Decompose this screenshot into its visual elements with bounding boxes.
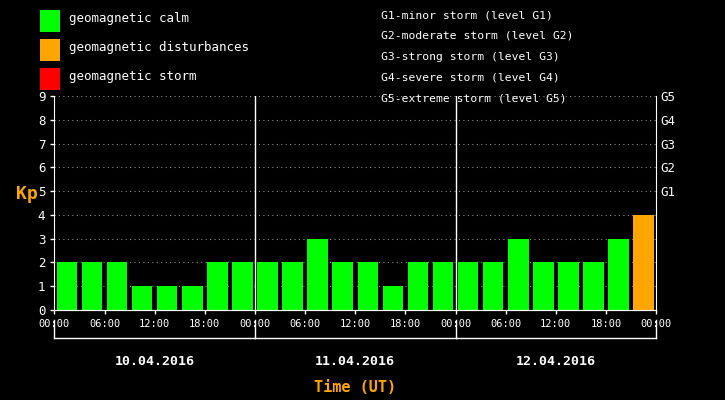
Bar: [57, 262, 77, 310]
Text: G1-minor storm (level G1): G1-minor storm (level G1): [381, 10, 552, 20]
Bar: [433, 262, 453, 310]
Bar: [583, 262, 604, 310]
Bar: [383, 286, 403, 310]
Text: G5-extreme storm (level G5): G5-extreme storm (level G5): [381, 93, 566, 103]
Text: geomagnetic storm: geomagnetic storm: [69, 70, 196, 83]
Bar: [307, 239, 328, 310]
Text: 10.04.2016: 10.04.2016: [115, 355, 195, 368]
Bar: [257, 262, 278, 310]
Bar: [333, 262, 353, 310]
Bar: [457, 262, 479, 310]
Text: 12.04.2016: 12.04.2016: [515, 355, 596, 368]
Text: G4-severe storm (level G4): G4-severe storm (level G4): [381, 72, 560, 82]
Bar: [508, 239, 529, 310]
Bar: [407, 262, 428, 310]
Text: G3-strong storm (level G3): G3-strong storm (level G3): [381, 52, 560, 62]
Bar: [182, 286, 202, 310]
Bar: [132, 286, 152, 310]
Bar: [282, 262, 303, 310]
Text: geomagnetic disturbances: geomagnetic disturbances: [69, 41, 249, 54]
Bar: [82, 262, 102, 310]
Bar: [558, 262, 579, 310]
Text: G2-moderate storm (level G2): G2-moderate storm (level G2): [381, 31, 573, 41]
Bar: [357, 262, 378, 310]
Bar: [533, 262, 554, 310]
Text: 11.04.2016: 11.04.2016: [315, 355, 395, 368]
Bar: [634, 215, 654, 310]
Text: Time (UT): Time (UT): [314, 380, 397, 395]
Y-axis label: Kp: Kp: [17, 185, 38, 203]
Bar: [608, 239, 629, 310]
Bar: [207, 262, 228, 310]
Text: geomagnetic calm: geomagnetic calm: [69, 12, 189, 25]
Bar: [483, 262, 503, 310]
Bar: [232, 262, 253, 310]
Bar: [107, 262, 128, 310]
Bar: [157, 286, 178, 310]
